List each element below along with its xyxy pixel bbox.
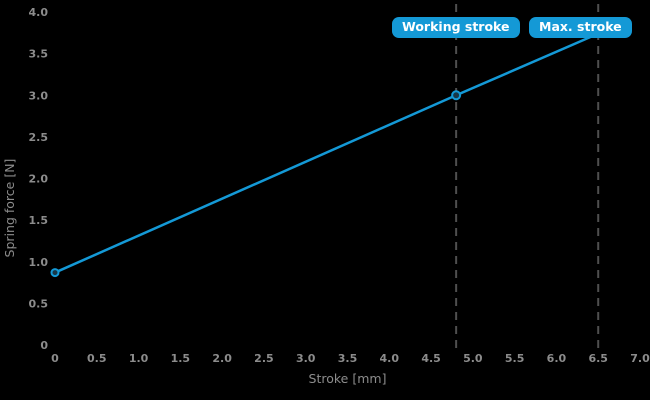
x-tick-label: 6.5 [588, 352, 608, 365]
y-tick-label: 0 [40, 339, 48, 352]
x-tick-label: 3.0 [296, 352, 316, 365]
spring-force-marker [50, 268, 60, 278]
spring-force-line [54, 32, 599, 274]
y-tick-label: 2.0 [29, 173, 49, 186]
x-tick-label: 1.5 [171, 352, 191, 365]
x-tick-label: 4.5 [421, 352, 441, 365]
x-tick-label: 5.5 [505, 352, 525, 365]
y-tick-label: 3.0 [29, 89, 49, 102]
x-tick-label: 2.5 [254, 352, 274, 365]
x-tick-label: 3.5 [338, 352, 358, 365]
x-tick-label: 2.0 [212, 352, 232, 365]
x-tick-label: 0.5 [87, 352, 107, 365]
y-axis-title: Spring force [N] [2, 159, 17, 258]
max-stroke-badge: Max. stroke [529, 17, 632, 38]
x-tick-label: 6.0 [547, 352, 567, 365]
x-tick-label: 1.0 [129, 352, 149, 365]
x-tick-label: 7.0 [630, 352, 650, 365]
y-tick-label: 1.5 [29, 214, 49, 227]
y-tick-label: 2.5 [29, 131, 49, 144]
y-tick-label: 1.0 [29, 256, 49, 269]
x-axis-title: Stroke [mm] [309, 371, 387, 386]
y-tick-label: 4.0 [29, 6, 49, 19]
x-tick-label: 4.0 [380, 352, 400, 365]
y-tick-label: 3.5 [29, 48, 49, 61]
y-tick-label: 0.5 [29, 297, 49, 310]
x-tick-label: 5.0 [463, 352, 483, 365]
spring-force-marker [451, 90, 462, 101]
x-tick-label: 0 [51, 352, 59, 365]
working-stroke-badge: Working stroke [392, 17, 520, 38]
